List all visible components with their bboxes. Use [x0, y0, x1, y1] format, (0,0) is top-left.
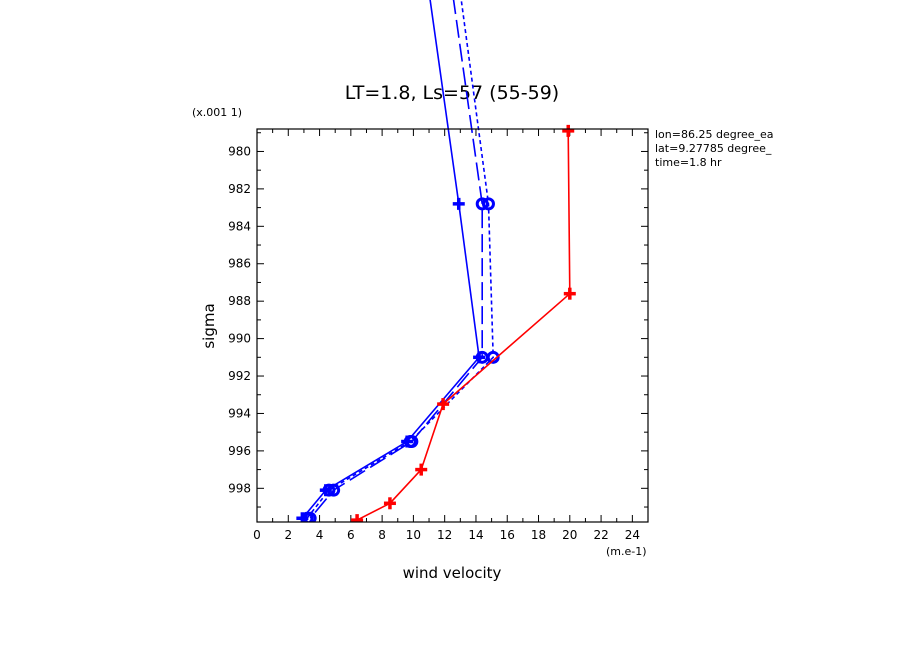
y-tick-label: 990: [228, 332, 251, 346]
y-tick-label: 992: [228, 369, 251, 383]
x-tick-label: 22: [593, 528, 608, 542]
x-tick-label: 24: [625, 528, 640, 542]
chart-title: LT=1.8, Ls=57 (55-59): [345, 82, 559, 104]
x-tick-label: 10: [406, 528, 421, 542]
y-unit-label: (x.001 1): [192, 106, 242, 119]
series-3-marker: [403, 435, 417, 449]
x-tick-label: 12: [437, 528, 452, 542]
y-axis-title: sigma: [200, 303, 218, 348]
series-4-line: [356, 130, 571, 521]
y-tick-label: 984: [228, 219, 251, 233]
x-axis-title: wind velocity: [403, 564, 502, 582]
y-tick-label: 982: [228, 182, 251, 196]
x-tick-label: 6: [347, 528, 355, 542]
series-1-line: [301, 0, 480, 519]
y-tick-label: 996: [228, 444, 251, 458]
series-2-line: [309, 0, 484, 519]
series-group: [296, 0, 576, 522]
x-tick-label: 8: [378, 528, 386, 542]
y-tick-label: 998: [228, 481, 251, 495]
y-tick-label: 986: [228, 257, 251, 271]
plot-frame: [256, 128, 649, 523]
y-tick-label: 980: [228, 144, 251, 158]
y-tick-label: 994: [228, 406, 251, 420]
annotation-lon: lon=86.25 degree_ea: [655, 128, 774, 141]
annotation-time: time=1.8 hr: [655, 156, 722, 169]
annotation-lat: lat=9.27785 degree_: [655, 142, 772, 155]
axis-ticks: 0 2 4 6 8 10 12 14 16 18 20 22 249809829849869889909…: [228, 129, 648, 542]
x-tick-label: 18: [531, 528, 546, 542]
series-2-marker: [475, 197, 489, 211]
series-3-marker: [322, 483, 336, 497]
series-3-marker: [300, 511, 314, 522]
y-tick-label: 988: [228, 294, 251, 308]
x-tick-label: 2: [284, 528, 292, 542]
x-tick-label: 0: [253, 528, 261, 542]
x-unit-label: (m.e-1): [606, 545, 647, 558]
series-3-marker: [481, 197, 495, 211]
x-tick-label: 20: [562, 528, 577, 542]
x-tick-label: 14: [468, 528, 483, 542]
x-tick-label: 4: [316, 528, 324, 542]
series-3-marker: [486, 350, 500, 364]
x-tick-label: 16: [500, 528, 515, 542]
